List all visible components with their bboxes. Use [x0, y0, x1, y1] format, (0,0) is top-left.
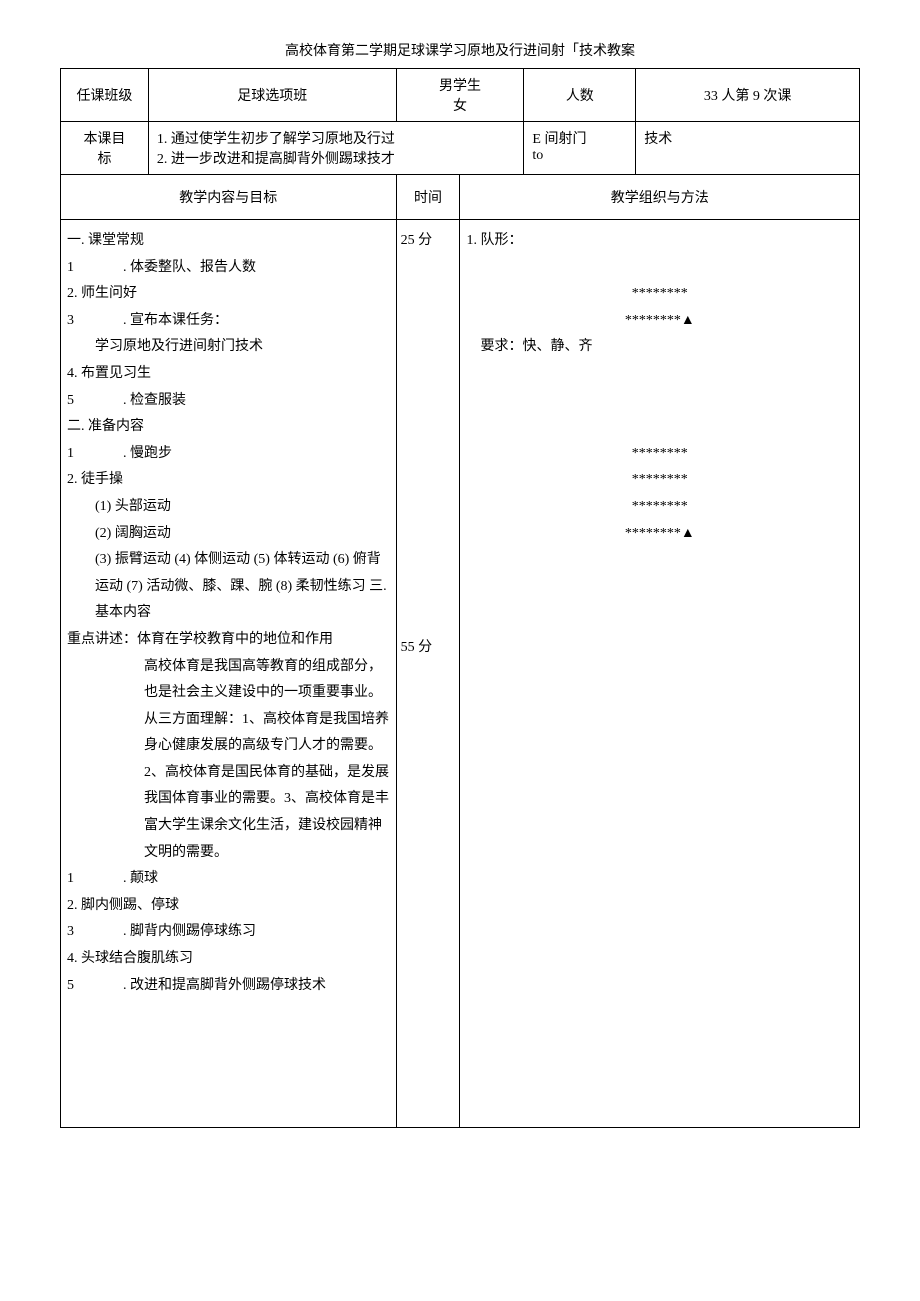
section-content-header: 教学内容与目标	[61, 175, 397, 220]
section-time-header: 时间	[396, 175, 460, 220]
class-label: 任课班级	[61, 69, 149, 122]
section-method-header: 教学组织与方法	[460, 175, 860, 220]
objectives-right2: 技术	[636, 122, 860, 175]
gender-label: 男学生女	[396, 69, 524, 122]
document-title: 高校体育第二学期足球课学习原地及行进间射「技术教案	[60, 40, 860, 60]
teaching-content: 一. 课堂常规 1. 体委整队、报告人数 2. 师生问好 3. 宣布本课任务： …	[61, 220, 397, 1128]
lesson-plan-table: 任课班级 足球选项班 男学生女 人数 33 人第 9 次课 本课目标 1. 通过…	[60, 68, 860, 1128]
objectives-right1: E 间射门 to	[524, 122, 636, 175]
objectives-left: 1. 通过使学生初步了解学习原地及行过 2. 进一步改进和提高脚背外侧踢球技才	[148, 122, 524, 175]
objectives-label: 本课目标	[61, 122, 149, 175]
count-label: 人数	[524, 69, 636, 122]
teaching-method: 1. 队形： ******** ********▲ 要求：快、静、齐 *****…	[460, 220, 860, 1128]
count-value: 33 人第 9 次课	[636, 69, 860, 122]
time-column: 25 分 55 分	[396, 220, 460, 1128]
class-value: 足球选项班	[148, 69, 396, 122]
